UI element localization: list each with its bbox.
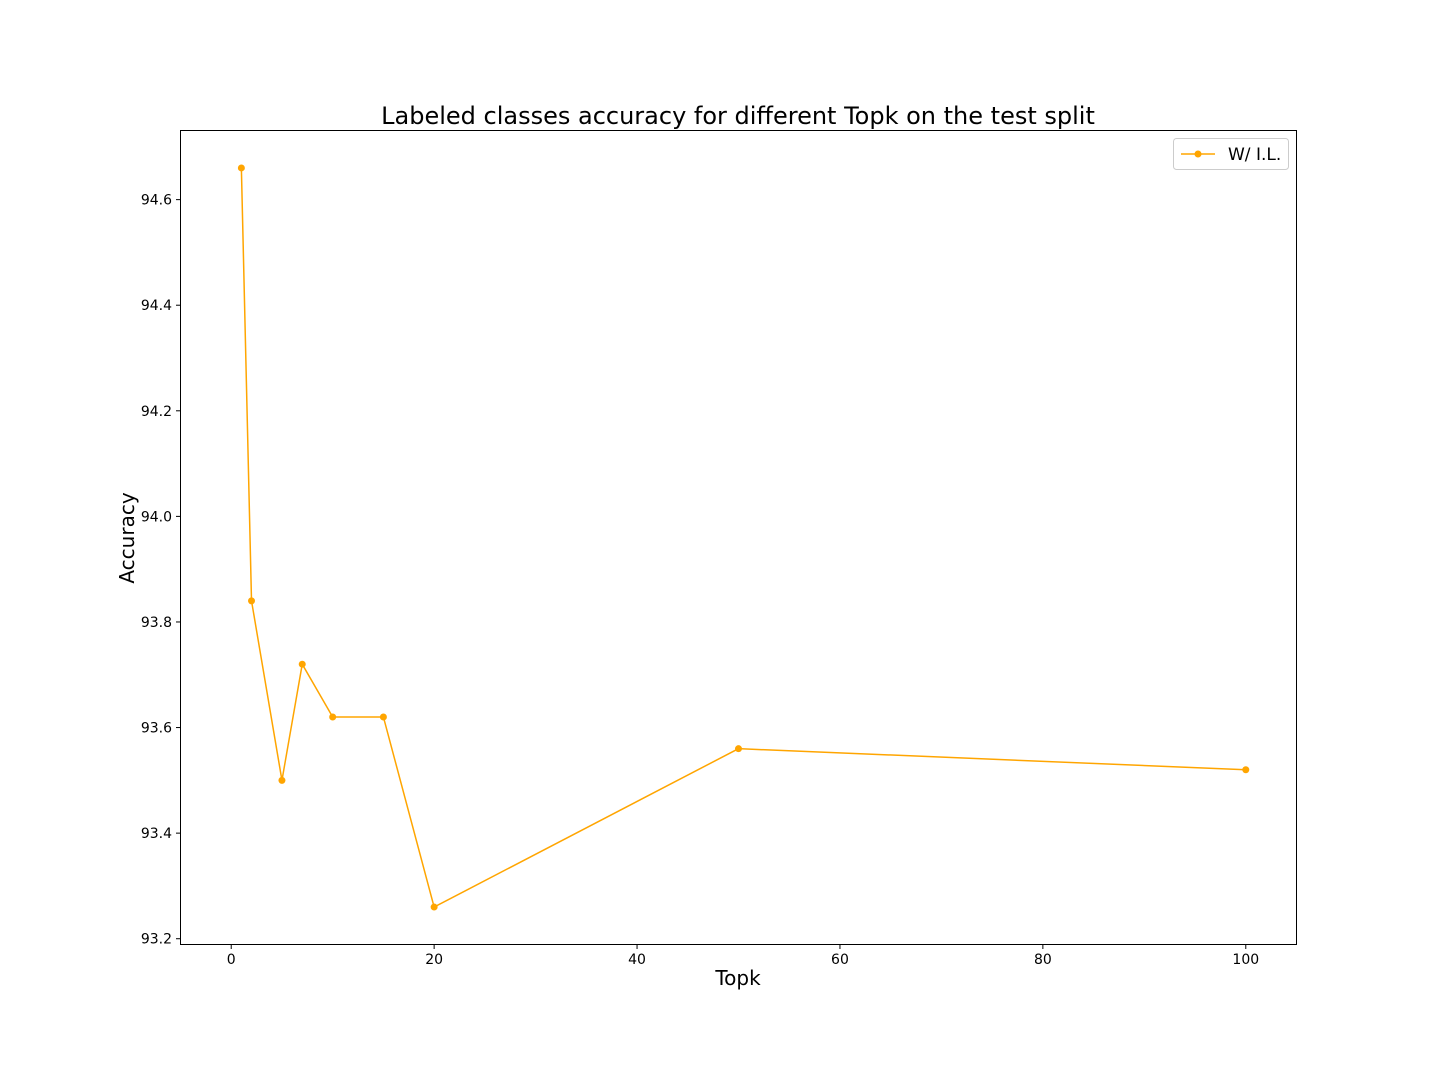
x-tick-label: 20 <box>425 952 443 968</box>
y-tick-label: 94.0 <box>141 509 172 525</box>
legend-box <box>1173 138 1289 170</box>
data-point <box>237 164 245 172</box>
y-tick-label: 94.2 <box>141 404 172 420</box>
y-axis-ticks: 93.2 93.4 93.6 93.8 94.0 94.2 94.4 94.6 <box>141 193 181 948</box>
legend-label: W/ I.L. <box>1228 145 1281 165</box>
data-point <box>329 713 337 721</box>
y-tick-label: 93.4 <box>141 826 172 842</box>
y-tick-label: 93.6 <box>141 721 172 737</box>
legend: W/ I.L. <box>1173 138 1289 170</box>
chart-title: Labeled classes accuracy for different T… <box>381 102 1095 130</box>
data-point <box>430 903 438 911</box>
legend-series-marker <box>1194 150 1202 158</box>
y-tick-label: 94.6 <box>141 193 172 209</box>
data-point <box>735 745 742 753</box>
x-tick-label: 100 <box>1232 952 1259 968</box>
x-tick-label: 60 <box>831 952 849 968</box>
y-tick-label: 94.4 <box>141 298 172 314</box>
x-tick-label: 40 <box>628 952 646 968</box>
data-point <box>379 713 387 721</box>
y-tick-label: 93.8 <box>141 615 172 631</box>
y-tick-label: 93.2 <box>141 932 172 948</box>
y-axis-label: Accuracy <box>115 492 139 583</box>
data-point <box>1242 766 1250 774</box>
plot-area-frame <box>180 130 1297 945</box>
x-tick-label: 0 <box>227 952 236 968</box>
series-layer <box>237 164 1250 911</box>
x-axis-label: Topk <box>714 966 761 990</box>
data-point <box>248 597 256 605</box>
x-tick-label: 80 <box>1034 952 1052 968</box>
data-point <box>278 776 286 784</box>
data-point <box>298 660 306 668</box>
